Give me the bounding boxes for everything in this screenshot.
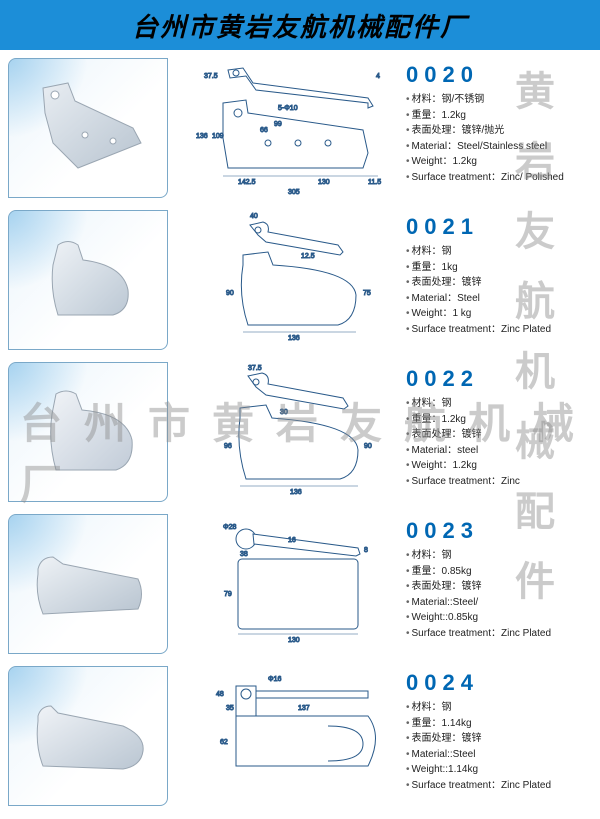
spec-line: •Surface treatment：Zinc Plated — [406, 778, 588, 794]
spec-line: •Surface treatment：Zinc — [406, 474, 588, 490]
product-row: 37.5 30 96 90 136 0022 •材料：钢 •重量：1.2kg •… — [8, 362, 592, 510]
dim-label: 8 — [364, 547, 368, 554]
dim-label: 99 — [274, 121, 282, 128]
product-photo — [8, 362, 168, 502]
dim-label: 79 — [224, 591, 232, 598]
spec-line: •Surface treatment：Zinc/ Polished — [406, 170, 588, 186]
product-spec: 0024 •材料：钢 •重量：1.14kg •表面处理：镀锌 •Material… — [398, 666, 592, 797]
dim-label: 5-Φ10 — [278, 105, 298, 112]
product-row: 40 12.5 90 75 136 0021 •材料：钢 •重量：1kg •表面… — [8, 210, 592, 358]
dim-label: 305 — [288, 189, 300, 196]
product-photo — [8, 58, 168, 198]
spec-line: •Surface treatment：Zinc Plated — [406, 626, 588, 642]
dim-label: 4 — [376, 73, 380, 80]
spec-line: •重量：1.14kg — [406, 716, 588, 732]
dim-label: 11.5 — [368, 179, 381, 186]
spec-line: •材料：钢/不锈钢 — [406, 92, 588, 108]
spec-line: •Material::Steel/ — [406, 595, 588, 611]
spec-line: •材料：钢 — [406, 700, 588, 716]
spec-line: •Weight：1.2kg — [406, 154, 588, 170]
company-title: 台州市黄岩友航机械配件厂 — [132, 7, 468, 44]
spec-line: •Weight：1.2kg — [406, 458, 588, 474]
product-spec: 0022 •材料：钢 •重量：1.2kg •表面处理：镀锌 •Material：… — [398, 362, 592, 493]
spec-line: •Weight：1 kg — [406, 306, 588, 322]
dim-label: 136 — [288, 335, 300, 342]
dim-label: 37.5 — [248, 365, 262, 372]
spec-line: •Weight::1.14kg — [406, 762, 588, 778]
product-row: Φ16 48 35 62 137 0024 •材料：钢 •重量：1.14kg •… — [8, 666, 592, 814]
product-photo — [8, 514, 168, 654]
product-code: 0023 — [406, 518, 588, 544]
spec-line: •Material：Steel — [406, 291, 588, 307]
product-spec: 0023 •材料：钢 •重量：0.85kg •表面处理：镀锌 •Material… — [398, 514, 592, 645]
dim-label: 136 — [290, 489, 302, 496]
product-drawing: 40 12.5 90 75 136 — [168, 210, 398, 350]
spec-line: •Weight::0.85kg — [406, 610, 588, 626]
product-drawing: 37.5 30 96 90 136 — [168, 362, 398, 502]
product-spec: 0020 •材料：钢/不锈钢 •重量：1.2kg •表面处理：镀锌/抛光 •Ma… — [398, 58, 592, 189]
spec-line: •材料：钢 — [406, 244, 588, 260]
spec-line: •Material::Steel — [406, 747, 588, 763]
dim-label: 142.5 — [238, 179, 256, 186]
dim-label: 66 — [260, 127, 268, 134]
dim-label: 35 — [226, 705, 234, 712]
dim-label: 137 — [298, 705, 310, 712]
dim-label: 37.5 — [204, 73, 218, 80]
product-photo — [8, 666, 168, 806]
dim-label: 130 — [318, 179, 330, 186]
dim-label: 136 — [196, 133, 208, 140]
spec-line: •材料：钢 — [406, 396, 588, 412]
dim-label: 90 — [226, 290, 234, 297]
dim-label: 62 — [220, 739, 228, 746]
spec-line: •表面处理：镀锌 — [406, 275, 588, 291]
dim-label: 130 — [288, 637, 300, 644]
product-drawing: 37.5 4 5-Φ10 136 109 66 99 142.5 130 11.… — [168, 58, 398, 198]
header-band: 台州市黄岩友航机械配件厂 — [0, 0, 600, 50]
spec-line: •材料：钢 — [406, 548, 588, 564]
dim-label: Φ16 — [268, 676, 281, 683]
dim-label: 109 — [212, 133, 224, 140]
product-spec: 0021 •材料：钢 •重量：1kg •表面处理：镀锌 •Material：St… — [398, 210, 592, 341]
dim-label: Φ28 — [223, 524, 236, 531]
product-code: 0020 — [406, 62, 588, 88]
spec-line: •重量：0.85kg — [406, 564, 588, 580]
spec-line: •重量：1.2kg — [406, 412, 588, 428]
dim-label: 48 — [216, 691, 224, 698]
spec-line: •重量：1.2kg — [406, 108, 588, 124]
product-row: Φ28 38 16 8 79 130 0023 •材料：钢 •重量：0.85kg… — [8, 514, 592, 662]
spec-line: •Surface treatment：Zinc Plated — [406, 322, 588, 338]
product-drawing: Φ28 38 16 8 79 130 — [168, 514, 398, 654]
dim-label: 38 — [240, 551, 248, 558]
product-code: 0024 — [406, 670, 588, 696]
catalog-content: 37.5 4 5-Φ10 136 109 66 99 142.5 130 11.… — [0, 50, 600, 814]
dim-label: 90 — [364, 443, 372, 450]
dim-label: 30 — [280, 409, 288, 416]
dim-label: 12.5 — [301, 253, 315, 260]
spec-line: •表面处理：镀锌/抛光 — [406, 123, 588, 139]
spec-line: •Material：Steel/Stainless steel — [406, 139, 588, 155]
product-photo — [8, 210, 168, 350]
spec-line: •表面处理：镀锌 — [406, 579, 588, 595]
dim-label: 75 — [363, 290, 371, 297]
product-code: 0022 — [406, 366, 588, 392]
product-row: 37.5 4 5-Φ10 136 109 66 99 142.5 130 11.… — [8, 58, 592, 206]
spec-line: •Material：steel — [406, 443, 588, 459]
dim-label: 96 — [224, 443, 232, 450]
product-code: 0021 — [406, 214, 588, 240]
spec-line: •表面处理：镀锌 — [406, 427, 588, 443]
product-drawing: Φ16 48 35 62 137 — [168, 666, 398, 806]
dim-label: 40 — [250, 213, 258, 220]
spec-line: •表面处理：镀锌 — [406, 731, 588, 747]
dim-label: 16 — [288, 537, 296, 544]
spec-line: •重量：1kg — [406, 260, 588, 276]
